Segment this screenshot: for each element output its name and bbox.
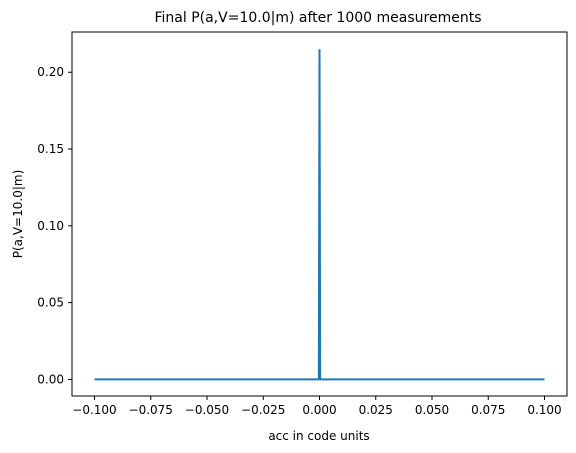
y-axis-label: P(a,V=10.0|m) (11, 170, 25, 258)
x-axis: −0.100 −0.075 −0.050 −0.025 0.000 0.025 0.050 0… (72, 396, 562, 417)
x-tick-label: 0.100 (527, 403, 561, 417)
y-tick-label: 0.00 (37, 372, 64, 386)
x-tick-label: 0.050 (415, 403, 449, 417)
series-line (94, 49, 545, 381)
y-tick-label: 0.10 (37, 219, 64, 233)
y-tick-label: 0.05 (37, 296, 64, 310)
y-tick-label: 0.15 (37, 142, 64, 156)
x-tick-label: 0.025 (359, 403, 393, 417)
y-tick-label: 0.20 (37, 65, 64, 79)
x-tick-label: 0.000 (302, 403, 336, 417)
x-tick-label: 0.075 (471, 403, 505, 417)
chart-title: Final P(a,V=10.0|m) after 1000 measureme… (154, 10, 481, 26)
x-tick-label: −0.025 (241, 403, 285, 417)
x-tick-label: −0.050 (185, 403, 229, 417)
x-tick-label: −0.100 (72, 403, 116, 417)
y-axis: 0.00 0.05 0.10 0.15 0.20 (37, 65, 72, 386)
x-tick-label: −0.075 (129, 403, 173, 417)
x-axis-label: acc in code units (268, 429, 369, 443)
series-layer (94, 49, 545, 381)
